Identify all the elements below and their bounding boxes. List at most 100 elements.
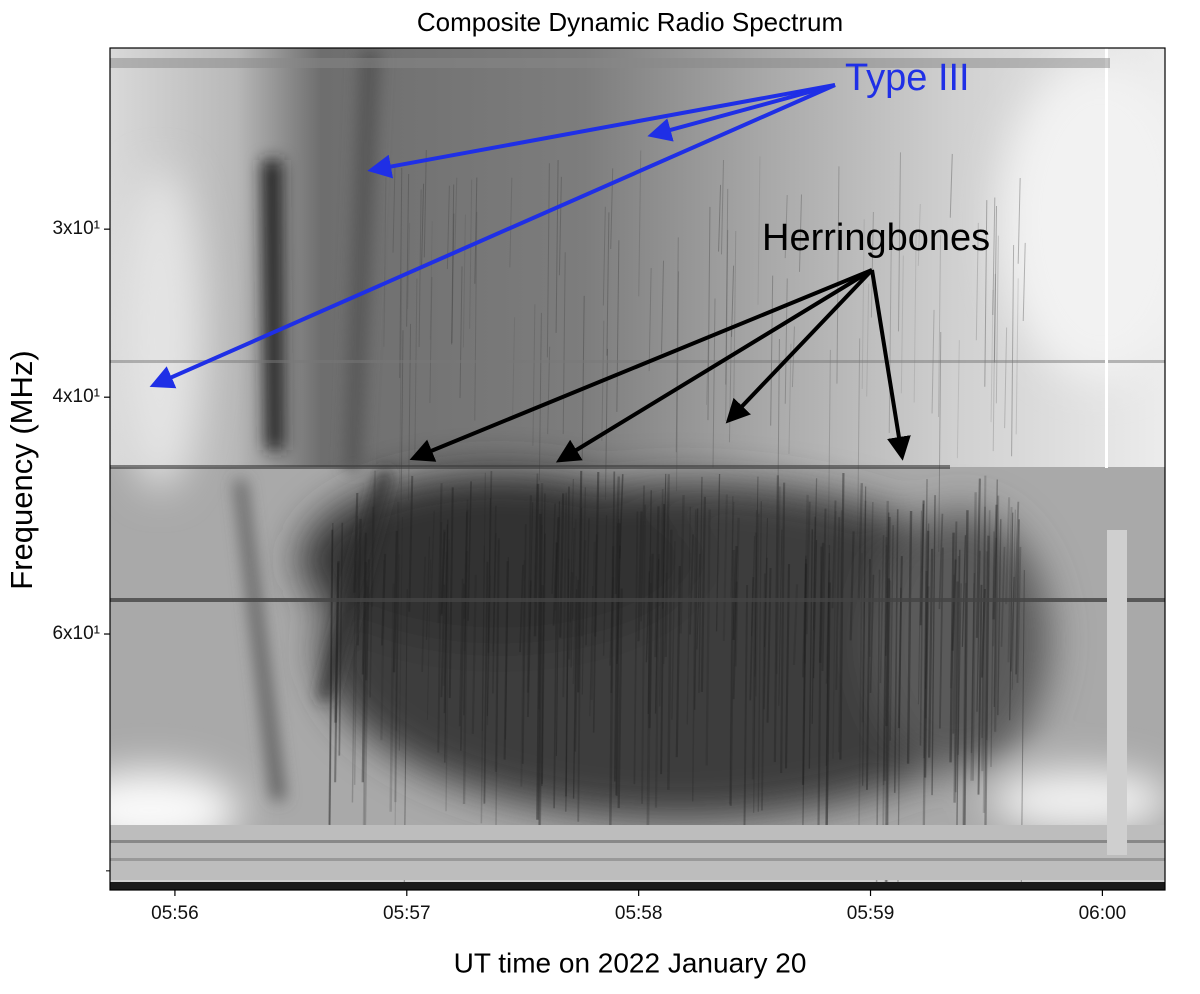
texture-streak bbox=[559, 493, 565, 638]
texture-streak bbox=[919, 503, 925, 746]
type-iii-arrows bbox=[149, 83, 836, 389]
texture-streak bbox=[770, 275, 774, 426]
texture-streak bbox=[924, 586, 930, 719]
texture-streak bbox=[633, 511, 639, 785]
texture-streak bbox=[329, 522, 334, 840]
texture-streak bbox=[865, 559, 871, 790]
texture-streak bbox=[900, 255, 904, 394]
texture-streak bbox=[803, 494, 809, 664]
texture-streak bbox=[577, 507, 583, 822]
texture-streak bbox=[580, 540, 587, 637]
texture-streak bbox=[917, 204, 921, 266]
texture-streak bbox=[923, 479, 928, 759]
emission-mass bbox=[300, 470, 700, 650]
texture-streak bbox=[949, 574, 956, 689]
texture-streak bbox=[675, 565, 681, 758]
texture-streak bbox=[954, 555, 960, 793]
texture-streak bbox=[725, 188, 729, 385]
texture-streak bbox=[752, 510, 758, 813]
texture-streak bbox=[754, 476, 759, 677]
texture-streak bbox=[928, 548, 934, 758]
texture-streak bbox=[981, 506, 986, 738]
texture-streak bbox=[1005, 497, 1011, 605]
texture-streak bbox=[486, 498, 491, 717]
texture-streak bbox=[426, 559, 431, 720]
bottom-bands bbox=[110, 825, 1165, 880]
texture-streak bbox=[897, 152, 901, 332]
texture-streak bbox=[884, 512, 890, 656]
texture-streak bbox=[369, 506, 374, 698]
texture-streak bbox=[338, 522, 344, 756]
texture-streak bbox=[1011, 244, 1015, 457]
texture-streak bbox=[469, 179, 473, 329]
texture-streak bbox=[361, 532, 367, 675]
texture-streak bbox=[585, 518, 590, 646]
texture-streak bbox=[520, 560, 526, 787]
texture-streak bbox=[882, 536, 888, 827]
texture-streak bbox=[975, 478, 981, 638]
texture-streak bbox=[492, 532, 497, 653]
texture-streak bbox=[430, 510, 435, 599]
texture-streak bbox=[356, 518, 362, 646]
top-band bbox=[110, 58, 1110, 68]
texture-streak bbox=[953, 581, 959, 803]
x-tick-label: 05:58 bbox=[615, 903, 663, 924]
texture-streak bbox=[574, 579, 580, 752]
texture-streak bbox=[602, 515, 608, 656]
arrow bbox=[870, 269, 911, 461]
texture-streak bbox=[648, 267, 652, 372]
texture-streak bbox=[1010, 576, 1015, 672]
texture-streak bbox=[353, 492, 359, 593]
texture-streak bbox=[961, 582, 967, 871]
texture-streak bbox=[733, 230, 737, 405]
texture-streak bbox=[975, 222, 979, 341]
texture-streak bbox=[839, 473, 845, 760]
texture-streak bbox=[658, 489, 664, 707]
texture-streak bbox=[572, 576, 578, 685]
texture-streak bbox=[440, 584, 446, 698]
texture-streak bbox=[977, 584, 983, 795]
texture-streak bbox=[594, 472, 600, 637]
texture-streak bbox=[773, 475, 779, 763]
texture-streak bbox=[541, 493, 546, 787]
texture-streak bbox=[581, 295, 585, 461]
texture-streak bbox=[784, 194, 788, 259]
texture-streak bbox=[577, 470, 583, 693]
texture-streak bbox=[749, 577, 755, 701]
texture-streak bbox=[837, 510, 843, 753]
texture-streak bbox=[443, 524, 449, 714]
texture-streak bbox=[429, 220, 433, 340]
texture-streak bbox=[637, 511, 643, 642]
texture-streak bbox=[778, 529, 783, 706]
texture-streak bbox=[866, 283, 870, 397]
texture-streak bbox=[389, 583, 395, 812]
texture-streak bbox=[572, 589, 578, 799]
texture-streak bbox=[558, 176, 562, 276]
texture-streak bbox=[664, 474, 670, 657]
texture-streak bbox=[638, 150, 642, 297]
y-tick-label: 4x10¹ bbox=[52, 386, 100, 407]
texture-streak bbox=[1000, 546, 1006, 647]
texture-streak bbox=[604, 348, 608, 500]
bottom-band bbox=[110, 882, 1165, 890]
texture-streak bbox=[760, 573, 766, 811]
texture-streak bbox=[981, 475, 987, 772]
texture-streak bbox=[474, 211, 478, 421]
texture-streak bbox=[984, 535, 990, 829]
texture-streak bbox=[949, 532, 955, 763]
texture-streak bbox=[811, 516, 816, 724]
texture-streak bbox=[616, 545, 621, 664]
texture-streak bbox=[731, 265, 735, 337]
texture-streak bbox=[408, 475, 414, 612]
texture-streak bbox=[661, 260, 665, 354]
arrow bbox=[367, 83, 836, 179]
texture-streak bbox=[1007, 507, 1013, 663]
texture-streak bbox=[938, 332, 942, 552]
texture-streak bbox=[693, 508, 699, 710]
texture-streak bbox=[1015, 519, 1020, 675]
texture-streak bbox=[609, 577, 614, 666]
texture-streak bbox=[870, 212, 874, 318]
texture-streak bbox=[646, 583, 652, 869]
texture-streak bbox=[757, 156, 761, 305]
texture-streak bbox=[526, 495, 532, 693]
